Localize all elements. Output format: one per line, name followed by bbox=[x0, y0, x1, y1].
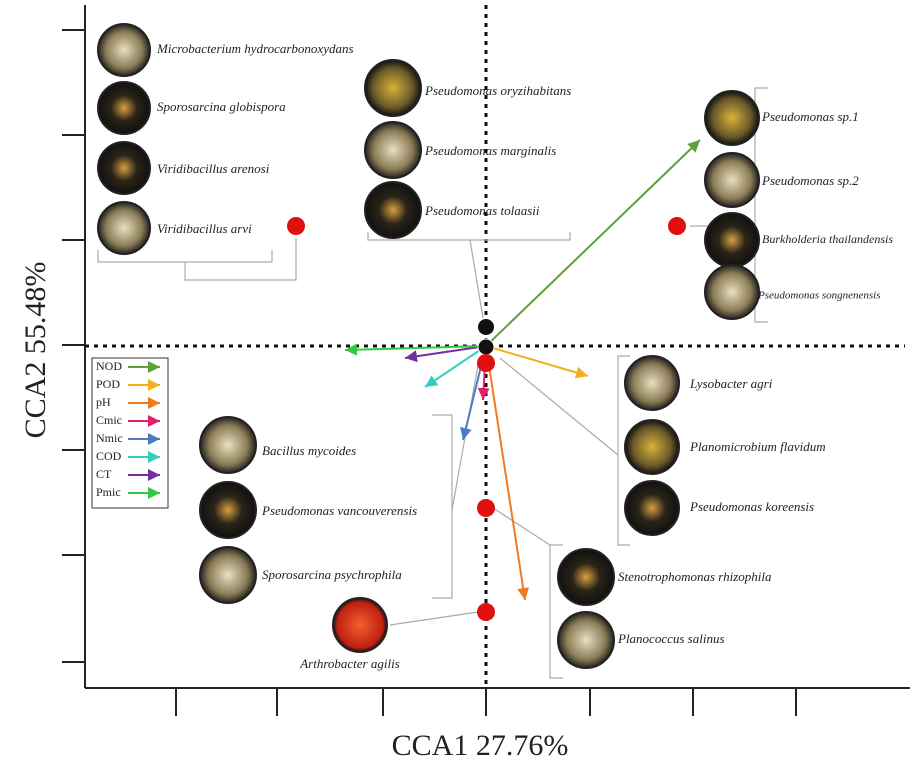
legend-label: pH bbox=[96, 395, 111, 409]
legend: NOD POD pH Cmic Nmic COD CT Pmic bbox=[92, 358, 168, 508]
species-label: Stenotrophomonas rhizophila bbox=[618, 569, 772, 584]
legend-label: Pmic bbox=[96, 485, 121, 499]
species-label: Microbacterium hydrocarbonoxydans bbox=[156, 41, 354, 56]
legend-label: COD bbox=[96, 449, 122, 463]
species-label: Pseudomonas oryzihabitans bbox=[424, 83, 571, 98]
legend-label: Cmic bbox=[96, 413, 122, 427]
legend-label: NOD bbox=[96, 359, 122, 373]
legend-label: CT bbox=[96, 467, 112, 481]
species-label: Arthrobacter agilis bbox=[299, 656, 400, 671]
species-label: Pseudomonas vancouverensis bbox=[261, 503, 417, 518]
species-label: Pseudomonas tolaasii bbox=[424, 203, 540, 218]
species-label: Planomicrobium flavidum bbox=[689, 439, 826, 454]
species-label: Lysobacter agri bbox=[689, 376, 773, 391]
x-axis-label: CCA1 27.76% bbox=[392, 729, 569, 761]
species-label: Pseudomonas marginalis bbox=[424, 143, 556, 158]
legend-label: POD bbox=[96, 377, 120, 391]
species-label: Pseudomonas sp.1 bbox=[761, 109, 859, 124]
species-label: Sporosarcina psychrophila bbox=[262, 567, 402, 582]
species-label: Pseudomonas songnenensis bbox=[757, 290, 881, 302]
species-label: Pseudomonas koreensis bbox=[689, 499, 814, 514]
species-label: Viridibacillus arvi bbox=[157, 221, 252, 236]
cca-biplot: CCA1 27.76% CCA2 55.48% bbox=[0, 0, 917, 761]
species-label: Sporosarcina globispora bbox=[157, 99, 286, 114]
species-label: Bacillus mycoides bbox=[262, 443, 356, 458]
species-label: Burkholderia thailandensis bbox=[762, 232, 893, 246]
legend-label: Nmic bbox=[96, 431, 123, 445]
species-label: Pseudomonas sp.2 bbox=[761, 173, 859, 188]
y-axis-label: CCA2 55.48% bbox=[19, 262, 52, 439]
species-label: Planococcus salinus bbox=[617, 631, 725, 646]
species-label: Viridibacillus arenosi bbox=[157, 161, 270, 176]
